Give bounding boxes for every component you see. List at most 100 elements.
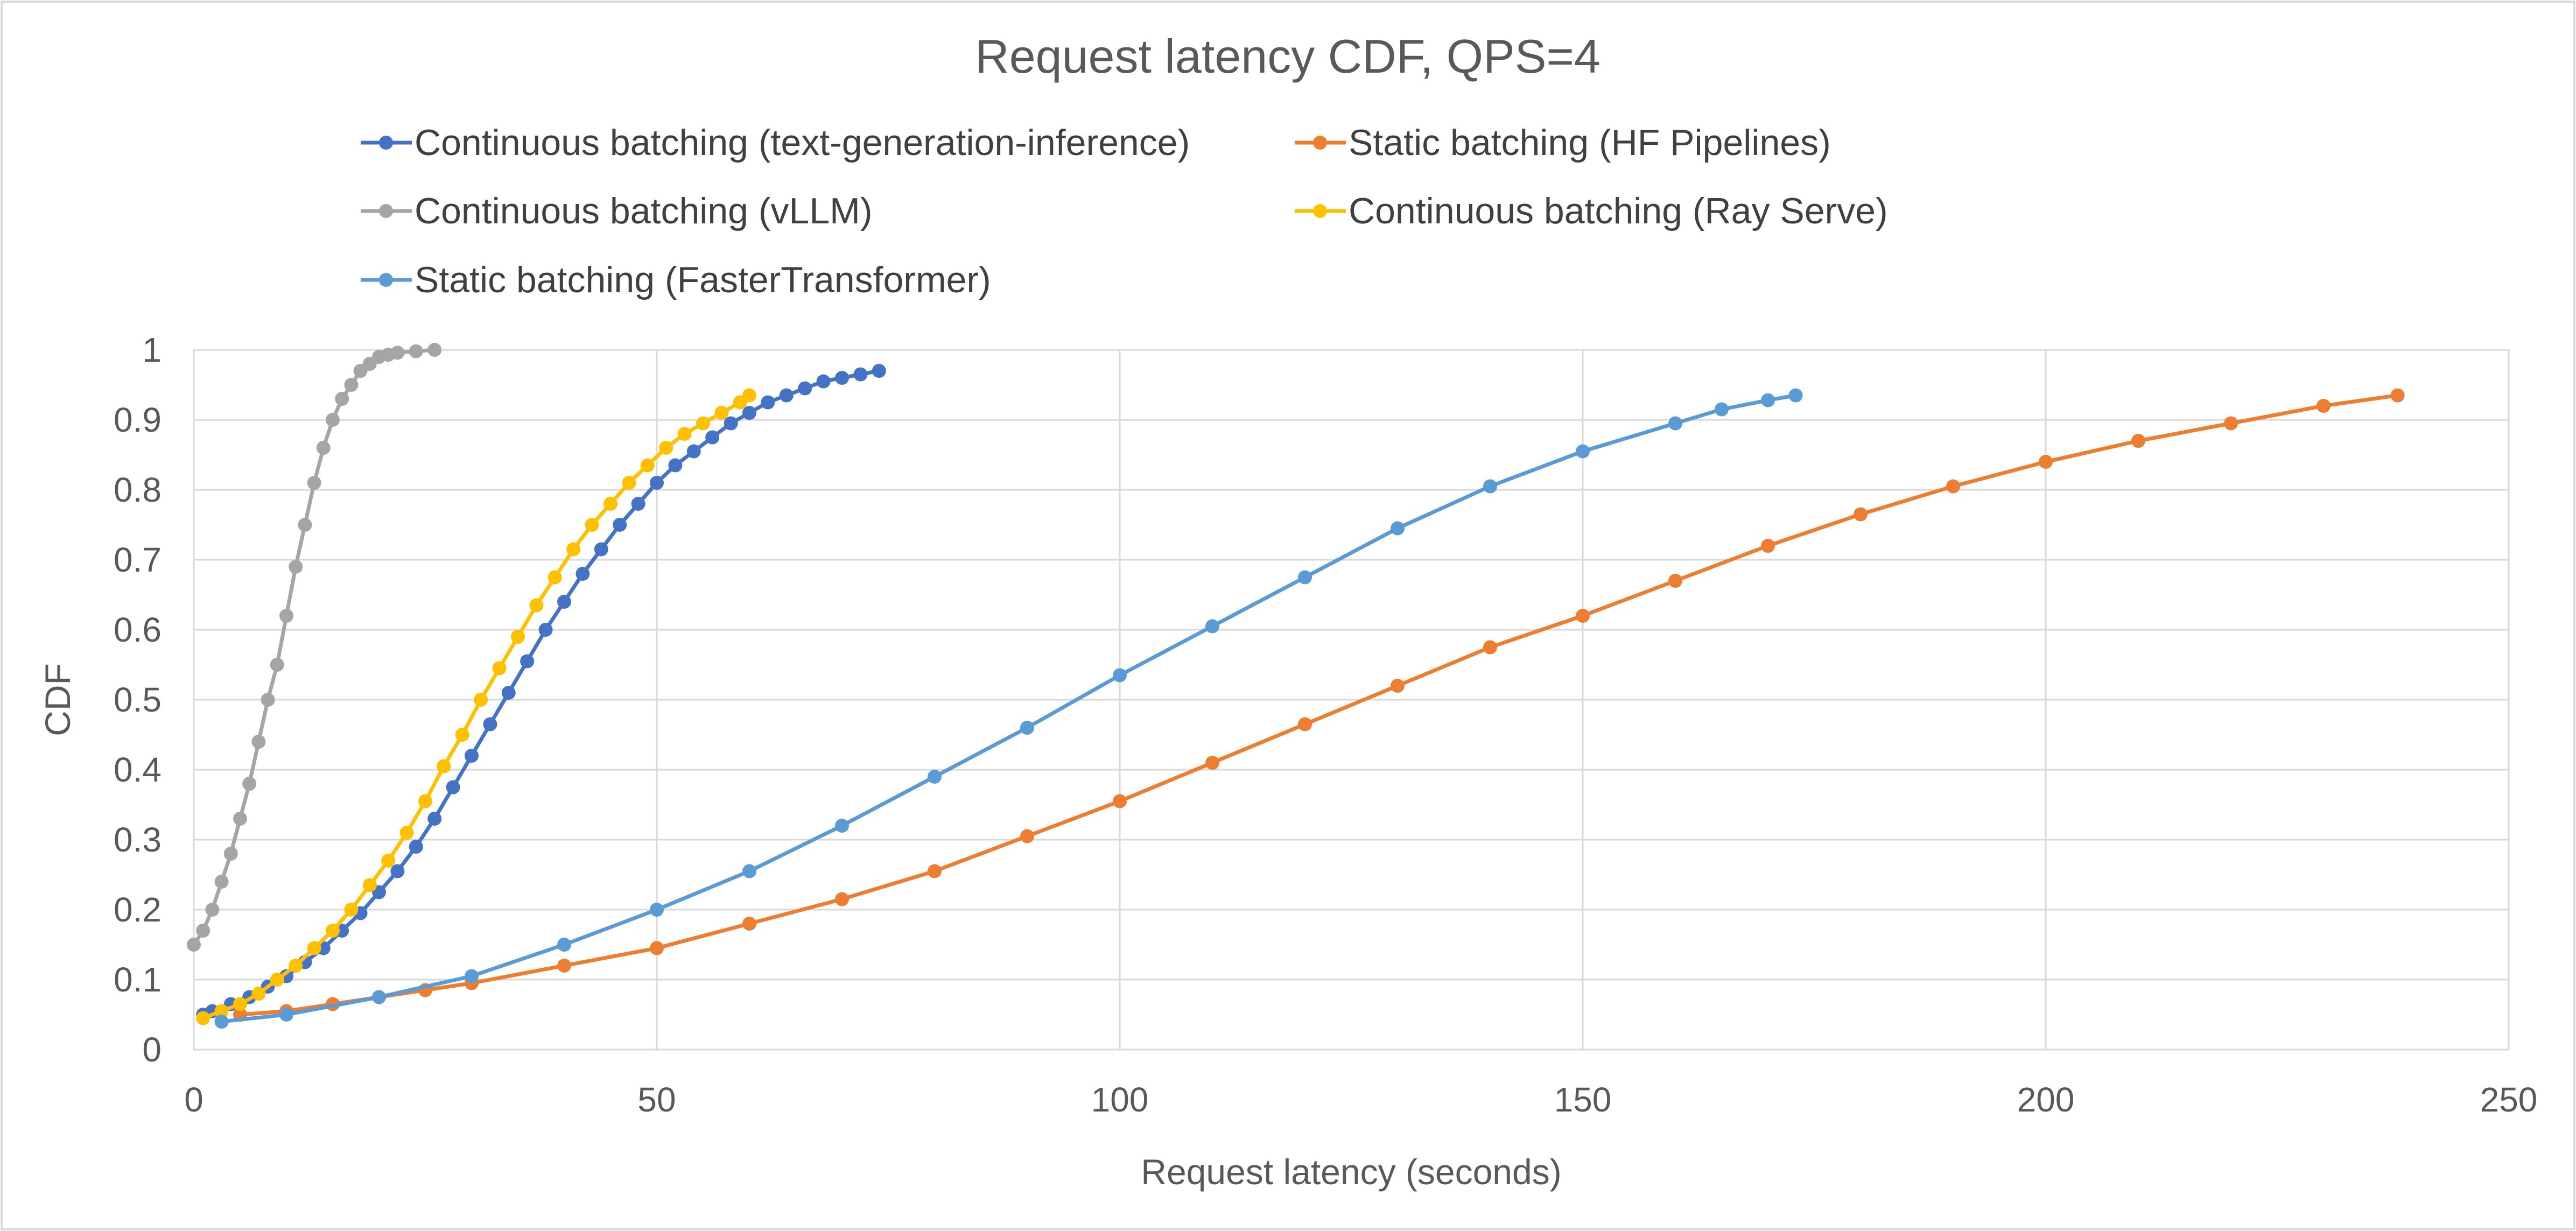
data-point [1668, 416, 1682, 431]
legend-label: Continuous batching (text-generation-inf… [415, 122, 1190, 163]
x-tick-label: 150 [1554, 1080, 1612, 1119]
data-point [2039, 455, 2053, 469]
data-point [538, 623, 553, 637]
data-point [1483, 640, 1497, 655]
legend-entry: Continuous batching (text-generation-inf… [361, 122, 1190, 163]
data-point [214, 1015, 229, 1029]
grid-lines [194, 350, 2509, 1050]
data-point [613, 518, 627, 532]
data-point [742, 406, 756, 420]
data-point [214, 875, 229, 889]
data-point [696, 416, 710, 431]
x-tick-label: 0 [184, 1080, 203, 1119]
data-point [298, 518, 312, 532]
data-point [835, 892, 849, 906]
data-point [344, 378, 359, 392]
data-point [1020, 721, 1034, 735]
data-point [872, 364, 886, 378]
data-point [223, 847, 238, 861]
data-point [1205, 756, 1219, 770]
data-point [390, 864, 405, 878]
data-point [307, 941, 321, 955]
data-point [1205, 619, 1219, 634]
data-point [816, 374, 831, 389]
y-tick-label: 0.4 [114, 750, 162, 789]
y-tick-label: 0.6 [114, 610, 162, 649]
legend-entry: Continuous batching (vLLM) [361, 191, 872, 231]
data-point [261, 693, 275, 707]
data-point [1298, 717, 1312, 731]
data-point [1854, 507, 1868, 522]
data-point [2131, 434, 2145, 448]
data-point [279, 1008, 293, 1022]
series-4 [196, 388, 756, 1025]
data-point [409, 840, 423, 854]
data-point [289, 959, 303, 973]
x-tick-label: 100 [1091, 1080, 1149, 1119]
data-point [742, 864, 756, 878]
data-point [1391, 521, 1405, 536]
legend-entry: Static batching (FasterTransformer) [361, 259, 991, 300]
data-point [1761, 393, 1775, 407]
data-point [1946, 479, 1960, 494]
data-point [242, 777, 257, 791]
data-point [1576, 609, 1590, 623]
data-point [640, 458, 655, 473]
legend-swatch-marker [379, 136, 393, 150]
data-point [465, 749, 479, 763]
data-point [1113, 794, 1127, 808]
data-point [1576, 444, 1590, 459]
data-point [316, 441, 331, 455]
data-point [233, 997, 247, 1011]
data-point [668, 458, 683, 473]
legend-entry: Continuous batching (Ray Serve) [1295, 191, 1888, 231]
legend-swatch-marker [379, 204, 393, 218]
data-point [270, 658, 284, 672]
data-point [798, 381, 812, 396]
y-tick-label: 0.5 [114, 680, 162, 719]
y-axis-label: CDF [38, 663, 78, 736]
data-point [594, 542, 608, 557]
data-point [196, 1011, 210, 1025]
data-point [233, 812, 247, 826]
x-tick-label: 250 [2480, 1080, 2538, 1119]
data-point [251, 987, 266, 1001]
y-tick-label: 0.9 [114, 400, 162, 439]
data-point [603, 497, 617, 511]
data-point [205, 903, 220, 917]
data-point [575, 567, 590, 581]
data-point [520, 654, 535, 669]
data-point [344, 903, 359, 917]
series-line [221, 393, 1796, 1024]
data-point [557, 938, 571, 952]
data-point [566, 542, 581, 557]
data-point [1483, 479, 1497, 494]
data-point [409, 344, 423, 358]
data-point [835, 819, 849, 833]
data-point [779, 388, 794, 403]
data-point [724, 416, 738, 431]
series-group [187, 343, 2405, 1029]
data-point [326, 413, 340, 427]
x-tick-label: 50 [637, 1080, 676, 1119]
data-point [1668, 574, 1682, 588]
data-point [289, 560, 303, 574]
legend-label: Static batching (HF Pipelines) [1349, 122, 1831, 163]
legend-entry: Static batching (HF Pipelines) [1295, 122, 1831, 163]
data-point [650, 941, 664, 955]
legend-label: Continuous batching (Ray Serve) [1349, 191, 1888, 231]
legend-label: Static batching (FasterTransformer) [415, 259, 991, 300]
legend-label: Continuous batching (vLLM) [415, 191, 872, 231]
data-point [742, 388, 756, 403]
data-point [529, 598, 544, 613]
data-point [1761, 539, 1775, 553]
x-axis-label: Request latency (seconds) [1141, 1152, 1561, 1192]
data-point [446, 780, 460, 794]
data-point [1788, 388, 1803, 403]
data-point [326, 924, 340, 938]
data-point [511, 630, 525, 644]
data-point [437, 759, 451, 773]
data-point [501, 686, 516, 700]
